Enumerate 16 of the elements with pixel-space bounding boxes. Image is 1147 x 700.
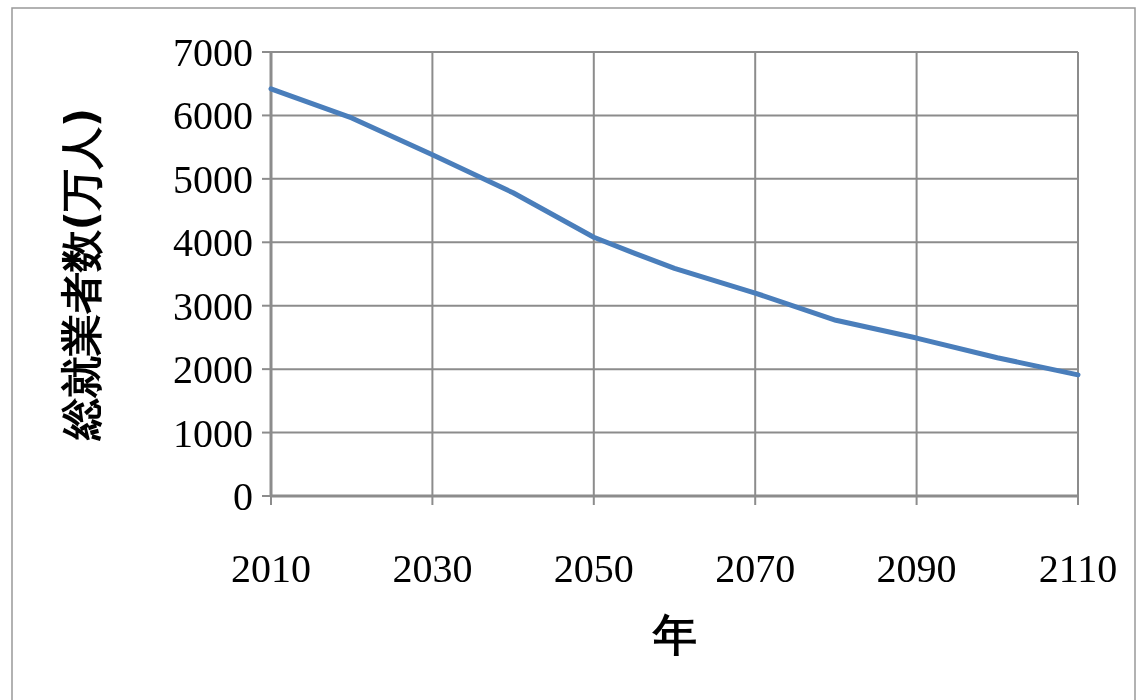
- y-tick-label: 1000: [173, 410, 253, 456]
- x-tick-label: 2050: [553, 546, 634, 591]
- y-tick-label: 3000: [173, 283, 253, 329]
- y-tick-label: 7000: [173, 30, 253, 75]
- x-tick-label: 2110: [1038, 546, 1118, 591]
- y-tick-label: 6000: [173, 93, 253, 139]
- x-tick-label: 2010: [231, 546, 311, 591]
- x-tick-label: 2070: [715, 546, 796, 591]
- y-tick-label: 2000: [173, 347, 253, 393]
- x-tick-label: 2030: [392, 546, 473, 591]
- x-tick-label: 2090: [876, 546, 957, 591]
- y-axis-title: 総就業者数(万人): [57, 107, 106, 442]
- y-tick-label: 0: [233, 474, 253, 519]
- x-axis-title: 年: [651, 609, 697, 660]
- y-tick-label: 4000: [173, 220, 253, 266]
- y-tick-label: 5000: [173, 156, 253, 202]
